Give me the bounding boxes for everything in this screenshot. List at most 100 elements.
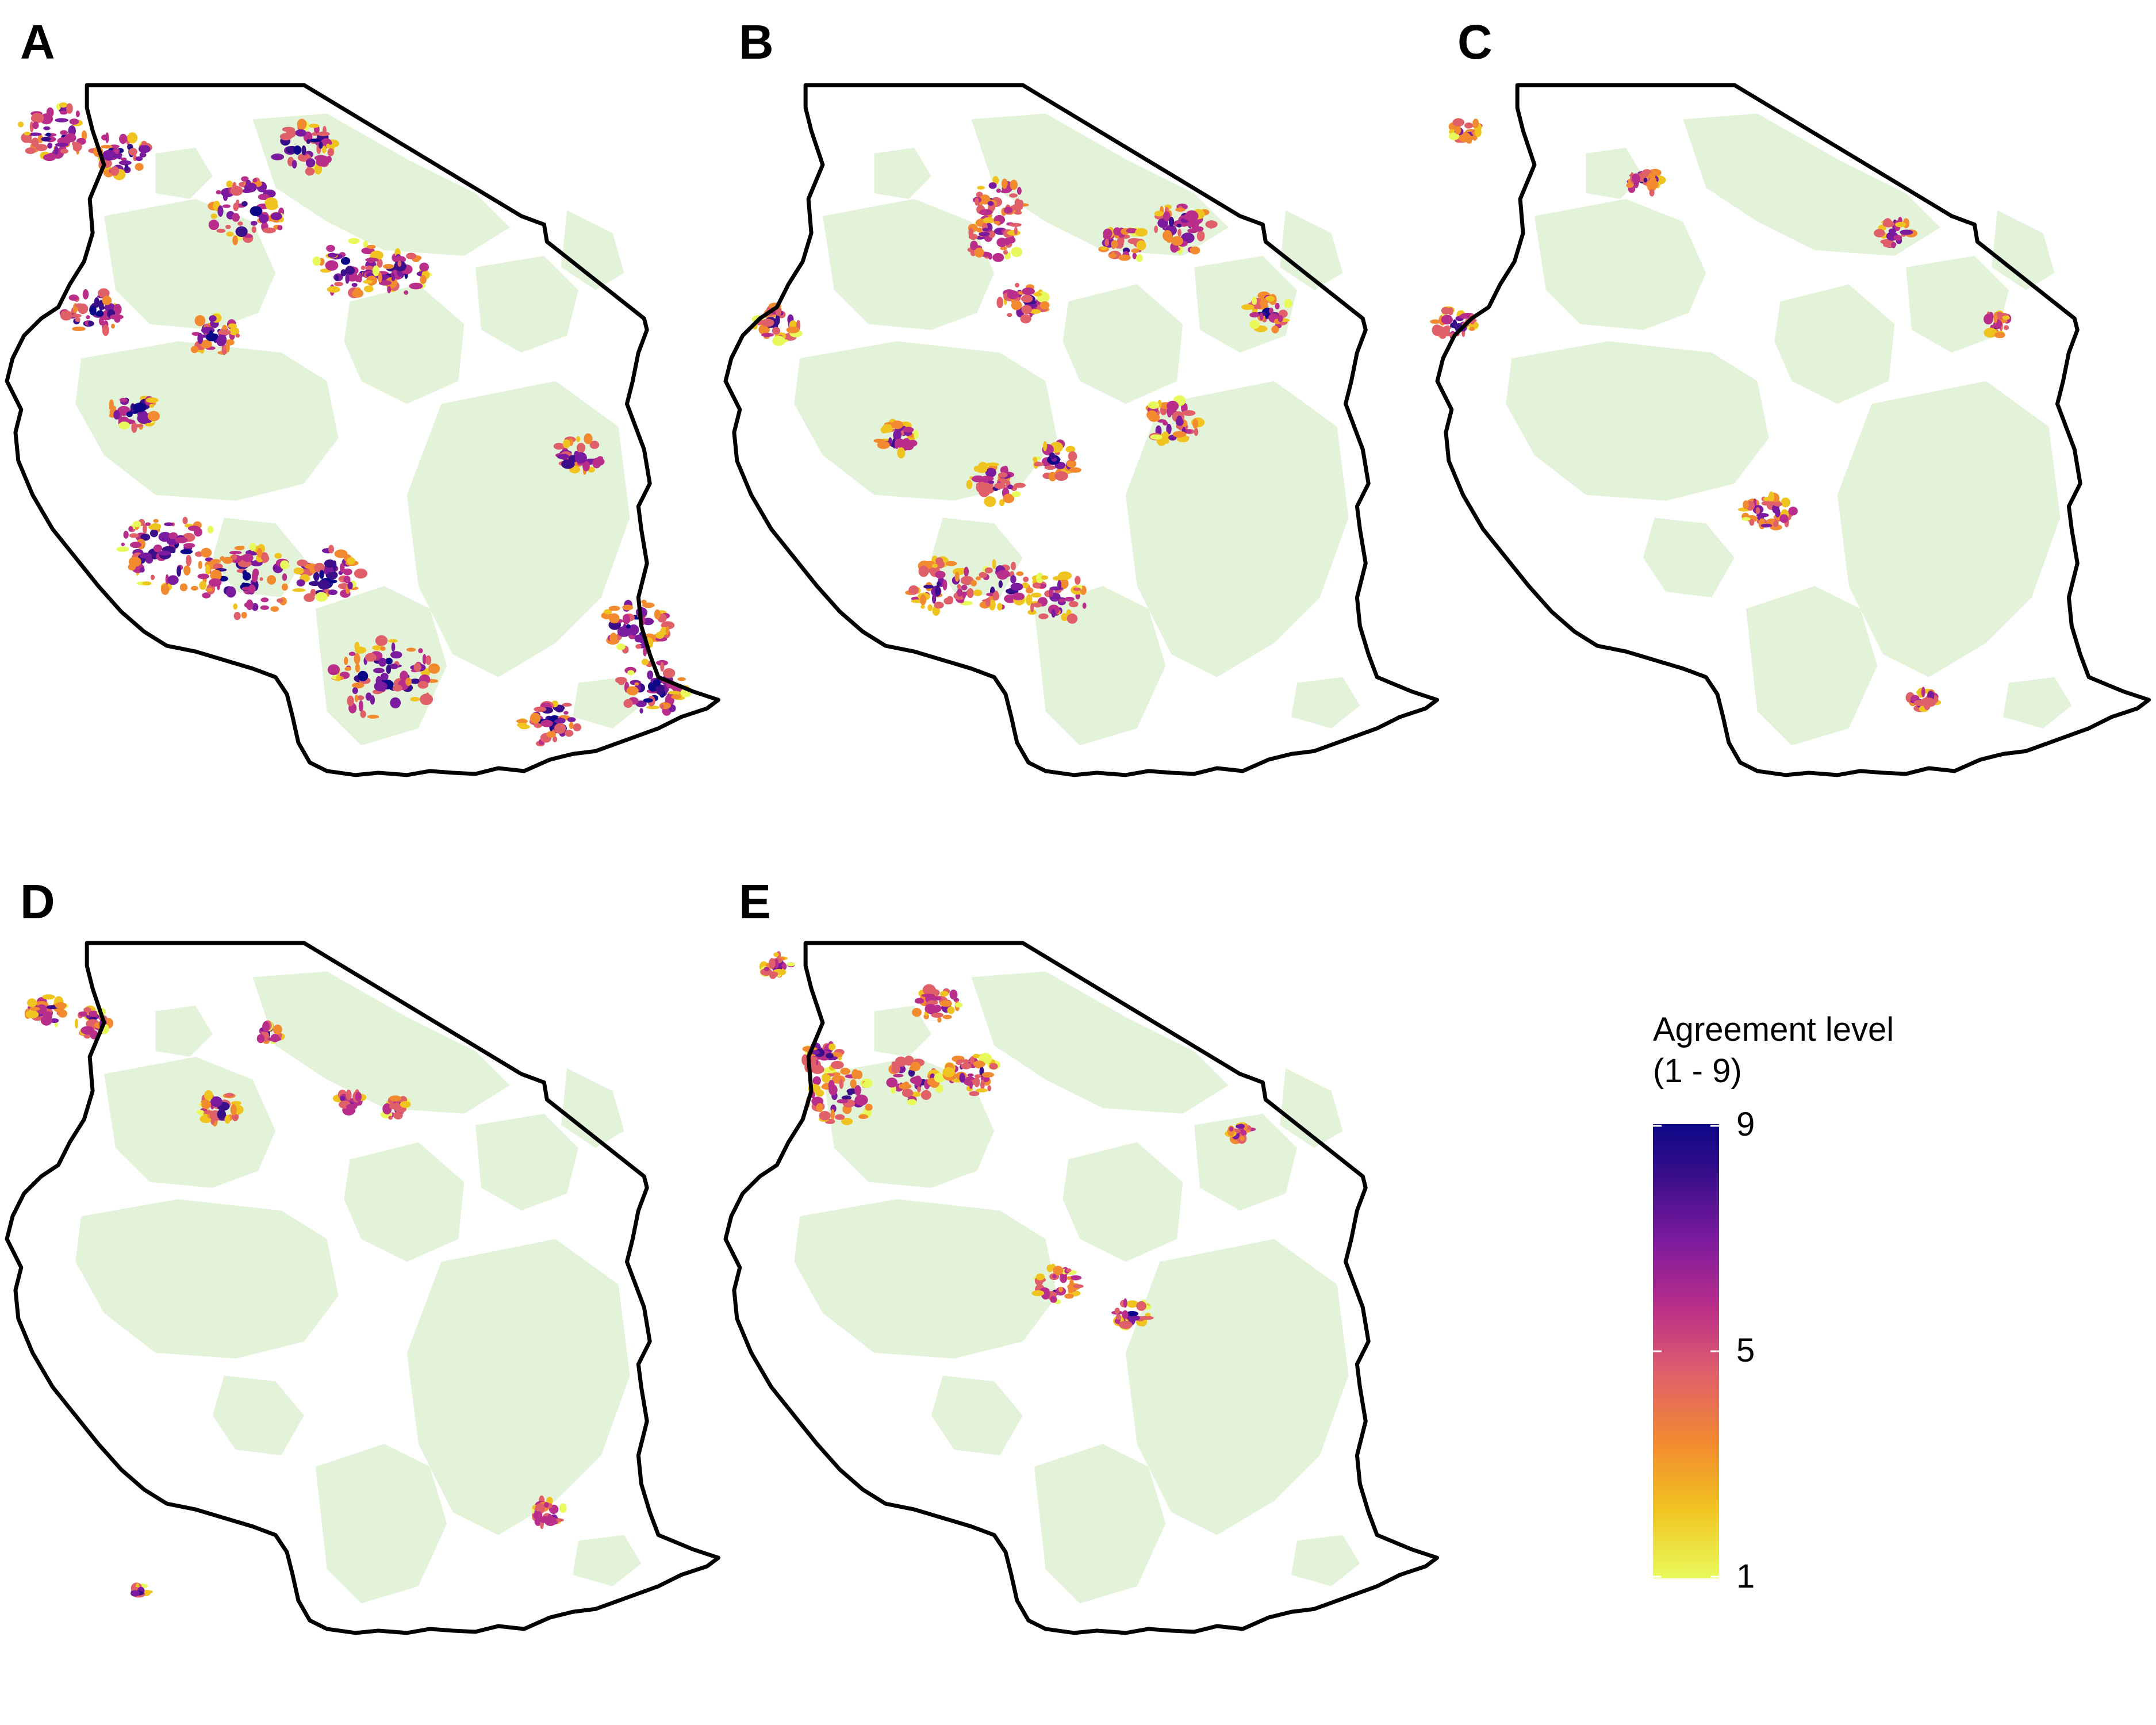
agreement-pixel	[1007, 484, 1014, 489]
agreement-pixel	[1033, 457, 1037, 462]
agreement-pixel	[268, 1037, 282, 1042]
agreement-pixel	[233, 202, 239, 212]
agreement-pixel	[222, 193, 228, 201]
agreement-pixel	[182, 516, 188, 524]
agreement-pixel	[191, 332, 201, 336]
agreement-pixel	[969, 1080, 973, 1089]
agreement-pixel	[1448, 132, 1460, 140]
agreement-pixel	[224, 1114, 231, 1124]
agreement-pixel	[271, 153, 285, 160]
agreement-pixel	[365, 653, 377, 662]
agreement-pixel	[977, 186, 985, 190]
agreement-pixel	[643, 698, 653, 703]
agreement-pixel	[296, 579, 305, 586]
agreement-pixel	[409, 282, 423, 290]
agreement-pixel	[304, 593, 315, 602]
agreement-pixel	[326, 143, 331, 149]
agreement-pixel	[671, 694, 681, 700]
agreement-pixel	[1455, 126, 1461, 135]
agreement-pixel	[116, 546, 129, 552]
agreement-pixel	[964, 566, 969, 577]
agreement-pixel	[643, 647, 647, 657]
agreement-pixel	[562, 703, 572, 707]
agreement-pixel	[383, 264, 394, 269]
agreement-pixel	[573, 723, 581, 731]
agreement-pixel	[82, 289, 89, 300]
agreement-pixel	[1068, 601, 1079, 608]
agreement-pixel	[617, 626, 631, 637]
agreement-pixel	[1007, 230, 1021, 236]
agreement-pixel	[1007, 290, 1019, 300]
agreement-pixel	[1012, 592, 1025, 601]
agreement-pixel	[391, 642, 396, 652]
agreement-pixel	[111, 324, 115, 329]
agreement-pixel	[71, 313, 82, 318]
agreement-pixel	[761, 332, 774, 337]
agreement-pixel	[312, 256, 321, 266]
agreement-pixel	[110, 314, 124, 320]
agreement-pixel	[786, 326, 800, 334]
agreement-pixel	[277, 598, 283, 603]
agreement-pixel	[1058, 571, 1072, 580]
agreement-pixel	[530, 712, 541, 724]
agreement-pixel	[984, 496, 996, 507]
agreement-pixel	[955, 1002, 963, 1008]
agreement-pixel	[325, 570, 338, 580]
agreement-pixel	[979, 194, 991, 205]
agreement-pixel	[391, 276, 396, 281]
agreement-pixel	[546, 731, 556, 738]
agreement-pixel	[266, 201, 278, 210]
agreement-pixel	[252, 568, 259, 578]
agreement-pixel	[164, 522, 174, 527]
agreement-pixel	[1118, 235, 1125, 246]
agreement-pixel	[1474, 126, 1482, 137]
agreement-pixel	[340, 1095, 346, 1102]
agreement-pixel	[589, 440, 600, 449]
agreement-pixel	[582, 461, 590, 471]
agreement-pixel	[75, 317, 80, 323]
agreement-pixel	[354, 287, 362, 296]
agreement-pixel	[256, 1034, 265, 1044]
agreement-pixel	[1069, 467, 1081, 473]
agreement-pixel	[335, 274, 339, 281]
agreement-pixel	[557, 718, 566, 724]
agreement-pixel	[773, 952, 779, 957]
agreement-pixel	[46, 107, 54, 118]
agreement-pixel	[1132, 252, 1137, 259]
agreement-pixel	[1241, 304, 1255, 310]
agreement-pixel	[1192, 419, 1199, 429]
agreement-pixel	[1010, 179, 1018, 190]
agreement-pixel	[1069, 1279, 1074, 1288]
agreement-pixel	[367, 244, 376, 250]
agreement-pixel	[18, 121, 24, 128]
agreement-pixel	[123, 531, 129, 539]
agreement-pixel	[258, 193, 270, 200]
agreement-pixel	[210, 1118, 215, 1125]
agreement-pixel	[380, 673, 389, 681]
legend-title-line2: (1 - 9)	[1653, 1052, 1742, 1090]
agreement-pixel	[245, 179, 251, 187]
agreement-pixel	[927, 604, 933, 611]
agreement-pixel	[1049, 453, 1056, 459]
agreement-pixel	[1755, 507, 1760, 515]
agreement-pixel	[1011, 561, 1016, 570]
agreement-pixel	[655, 684, 665, 695]
agreement-pixel	[1626, 182, 1633, 188]
agreement-pixel	[1466, 138, 1472, 144]
agreement-pixel	[1015, 282, 1020, 288]
agreement-pixel	[677, 677, 686, 681]
agreement-pixel	[563, 711, 569, 715]
agreement-pixel	[1126, 228, 1138, 233]
agreement-pixel	[772, 335, 785, 346]
agreement-pixel	[616, 643, 626, 650]
agreement-pixel	[50, 1018, 59, 1023]
agreement-pixel	[1993, 312, 1998, 324]
agreement-pixel	[1268, 307, 1273, 315]
agreement-pixel	[1240, 1136, 1245, 1141]
agreement-pixel	[1259, 312, 1264, 321]
agreement-pixel	[60, 130, 68, 136]
agreement-pixel	[1103, 228, 1112, 239]
agreement-pixel	[761, 319, 774, 327]
agreement-pixel	[1648, 172, 1656, 179]
agreement-pixel	[336, 674, 341, 681]
